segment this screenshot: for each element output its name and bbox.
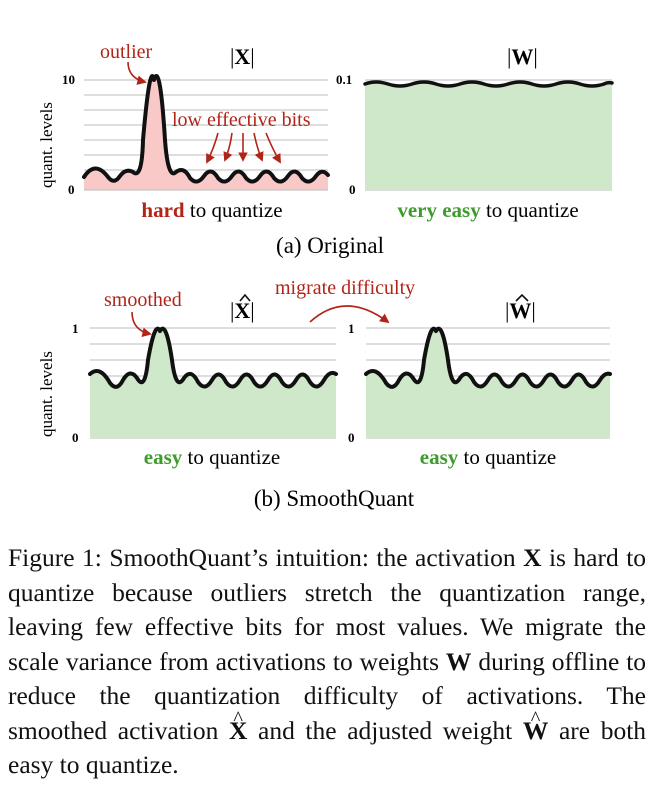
panel-a-x-fill [84,76,328,190]
panel-a-x-signal [82,74,330,184]
svg-text:|X|: |X| [230,298,255,323]
panel-b-caption: (b) SmoothQuant [254,486,415,511]
svg-text:|W|: |W| [505,298,536,323]
panel-a-x-ymin: 0 [68,182,75,197]
panel-a-w-title: |W| [507,44,538,69]
panel-a-ylabel: quant. levels [37,102,56,188]
panel-a-low-bits-label: low effective bits [172,109,311,131]
panel-b-migrate-arrow [309,305,390,324]
panel-a-w-fill [365,82,612,190]
caption-symbol-x: X [523,543,542,572]
panel-b-smoothed-label: smoothed [104,289,182,311]
caption-symbol-w: W [445,646,472,676]
caption-part-2: is hard to quantize because outliers str… [8,543,647,676]
panel-b-x-title: |X| [230,293,255,323]
panel-a-x-difficulty: hard to quantize [141,198,282,222]
panel-a-outlier-label: outlier [100,41,153,63]
panel-b-x-chart: 1 0 quant. levels |X| smoothed easy to q… [37,289,338,469]
panel-a-x-title: |X| [230,44,255,69]
panel-a-w-ymin: 0 [349,182,356,197]
panel-b-w-ymax: 1 [348,321,355,336]
panel-b-x-fill [90,328,336,438]
panel-a-x-ymax: 10 [62,72,75,87]
caption-part-5: are both easy to quantize. [8,715,647,780]
caption-part-1: Figure 1: SmoothQuant’s intuition: the a… [8,543,516,572]
caption-part-4: and the adjusted weight [258,715,513,745]
panel-b-w-difficulty: easy to quantize [420,445,556,469]
panel-b-x-signal [88,326,338,389]
panel-a-caption: (a) Original [276,233,384,258]
panel-b-x-ymin: 0 [72,430,79,445]
panel-a-x-chart: 10 0 quant. levels |X| outlier low effec… [37,41,330,222]
caption-symbol-x-hat: X [229,702,248,749]
panel-b-x-difficulty: easy to quantize [144,445,280,469]
panel-b-w-title: |W| [505,293,536,323]
panel-a-outlier-arrow [127,61,147,85]
panel-b-w-signal [364,326,612,389]
panel-a-w-ymax: 0.1 [336,72,352,87]
panel-a-w-difficulty: very easy to quantize [397,198,578,222]
panel-b-w-hat [515,293,529,302]
panel-b-w-chart: 1 0 |W| easy to quantize [348,293,612,469]
panel-b-x-hat [239,293,251,302]
figure-caption: Figure 1: SmoothQuant’s intuition: the a… [8,541,646,783]
panel-a-low-bits-arrows [206,132,281,164]
panel-a-w-chart: 0.1 0 |W| very easy to quantize [336,44,614,222]
caption-symbol-w-hat: W [523,702,549,749]
panel-b-smoothed-arrow [131,311,152,338]
panel-a-w-signal [363,80,614,88]
panel-b-x-ymax: 1 [72,321,79,336]
panel-b-migrate-label: migrate difficulty [275,277,415,299]
panel-b-w-ymin: 0 [348,430,355,445]
panel-b-ylabel: quant. levels [37,351,56,437]
